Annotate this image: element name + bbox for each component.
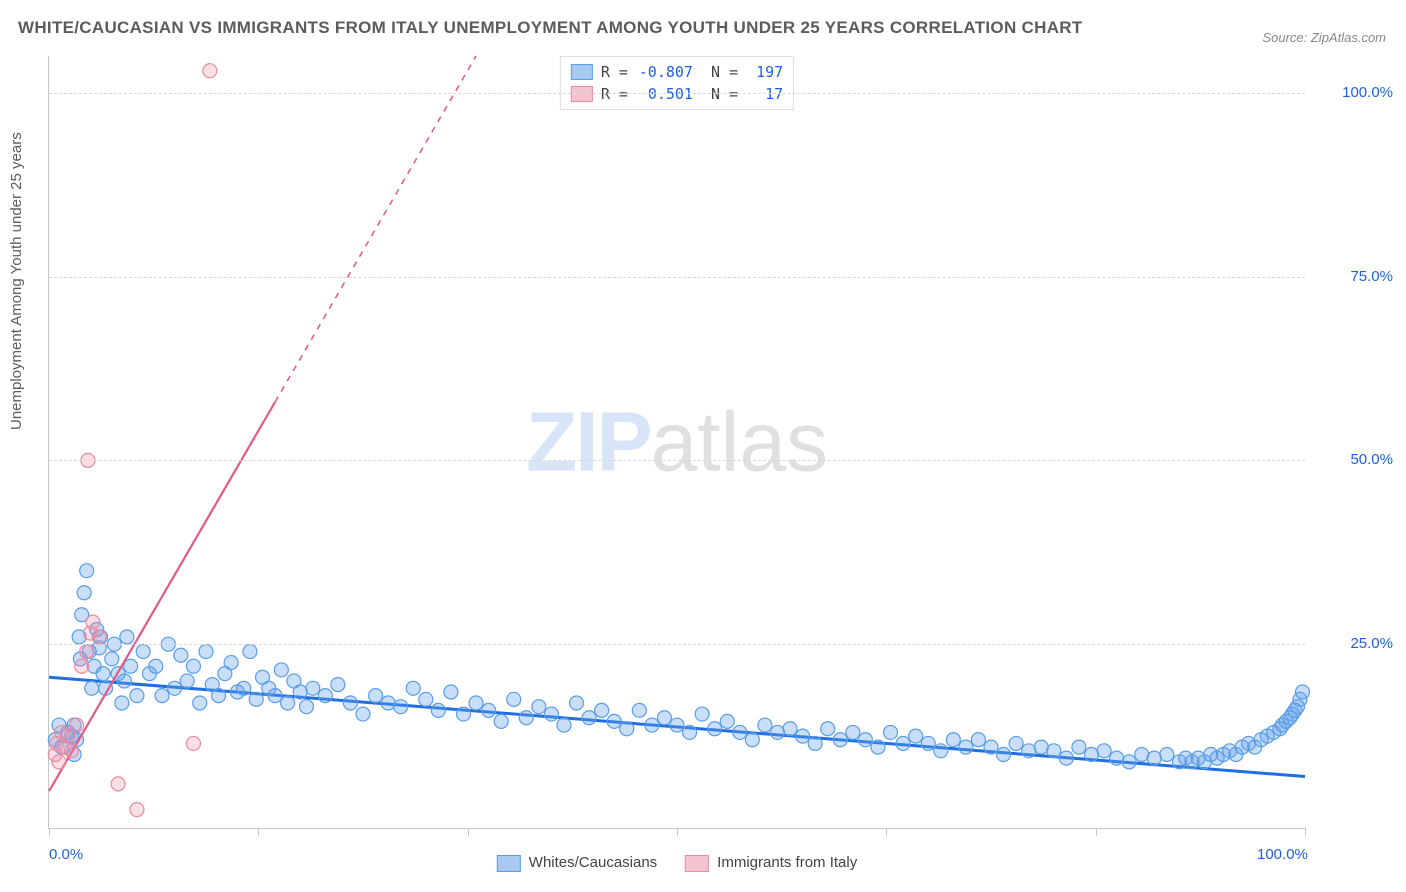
y-tick-label: 75.0% xyxy=(1323,268,1393,285)
x-tick-mark xyxy=(49,828,50,836)
series-legend-item: Whites/Caucasians xyxy=(497,854,657,872)
y-tick-label: 100.0% xyxy=(1323,84,1393,101)
source-attribution: Source: ZipAtlas.com xyxy=(1262,30,1386,45)
legend-swatch xyxy=(571,86,593,102)
chart-svg xyxy=(49,56,1305,828)
correlation-legend-row: R = -0.807 N = 197 xyxy=(571,61,783,83)
y-tick-label: 25.0% xyxy=(1323,635,1393,652)
series-legend-label: Immigrants from Italy xyxy=(717,854,857,871)
y-tick-label: 50.0% xyxy=(1323,451,1393,468)
legend-swatch xyxy=(685,855,709,872)
gridline xyxy=(49,460,1305,461)
x-tick-mark xyxy=(258,828,259,836)
x-tick-mark xyxy=(886,828,887,836)
series-legend: Whites/Caucasians Immigrants from Italy xyxy=(497,854,857,872)
legend-values: R = -0.807 N = 197 xyxy=(601,61,783,83)
correlation-legend-row: R = 0.501 N = 17 xyxy=(571,83,783,105)
x-tick-mark xyxy=(677,828,678,836)
x-tick-label: 0.0% xyxy=(49,846,83,863)
gridline xyxy=(49,93,1305,94)
x-tick-mark xyxy=(468,828,469,836)
series-legend-item: Immigrants from Italy xyxy=(685,854,857,872)
series-legend-label: Whites/Caucasians xyxy=(529,854,657,871)
y-axis-label: Unemployment Among Youth under 25 years xyxy=(8,132,25,430)
correlation-legend: R = -0.807 N = 197R = 0.501 N = 17 xyxy=(560,56,794,110)
legend-swatch xyxy=(571,64,593,80)
chart-title: WHITE/CAUCASIAN VS IMMIGRANTS FROM ITALY… xyxy=(18,18,1083,38)
gridline xyxy=(49,644,1305,645)
x-tick-mark xyxy=(1096,828,1097,836)
legend-swatch xyxy=(497,855,521,872)
plot-area: ZIPatlas R = -0.807 N = 197R = 0.501 N =… xyxy=(48,56,1305,829)
gridline xyxy=(49,277,1305,278)
x-tick-label: 100.0% xyxy=(1257,846,1308,863)
x-tick-mark xyxy=(1305,828,1306,836)
legend-values: R = 0.501 N = 17 xyxy=(601,83,783,105)
